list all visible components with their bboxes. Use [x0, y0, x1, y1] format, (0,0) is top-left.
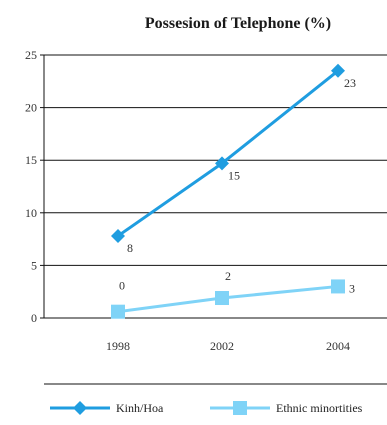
legend-label: Ethnic minortities [276, 401, 363, 415]
y-tick-label-0: 0 [31, 311, 37, 325]
y-tick-label-25: 25 [25, 48, 37, 62]
data-point-2002 [215, 291, 229, 306]
data-point-2004 [331, 279, 345, 294]
data-label-2004: 3 [349, 281, 355, 295]
y-axis-ticks: 0 5 10 15 20 25 [25, 48, 44, 325]
y-tick-label-5: 5 [31, 258, 37, 272]
data-point-2002 [215, 156, 229, 171]
data-label-2002: 15 [228, 168, 240, 182]
series-ethnic-minortities: 0 2 3 [111, 269, 355, 319]
x-tick-label-2004: 2004 [326, 339, 350, 353]
y-tick-label-15: 15 [25, 153, 37, 167]
data-point-1998 [111, 228, 125, 243]
data-label-1998: 8 [127, 241, 133, 255]
data-point-2004 [331, 63, 345, 78]
axes [43, 55, 387, 319]
data-label-2004: 23 [344, 76, 356, 90]
series-kinh-hoa: 8 15 23 [111, 63, 356, 255]
data-label-1998: 0 [119, 279, 125, 293]
x-tick-label-1998: 1998 [106, 339, 130, 353]
legend-item-1: Ethnic minortities [210, 401, 363, 415]
x-axis-ticks: 1998 2002 2004 [106, 339, 350, 353]
x-tick-label-2002: 2002 [210, 339, 234, 353]
grid-lines [44, 54, 387, 266]
y-tick-label-20: 20 [25, 101, 37, 115]
data-label-2002: 2 [225, 269, 231, 283]
legend: Kinh/Hoa Ethnic minortities [44, 383, 387, 415]
legend-item-0: Kinh/Hoa [50, 401, 164, 415]
chart-title: Possesion of Telephone (%) [145, 15, 331, 32]
legend-marker [233, 401, 247, 415]
legend-marker [73, 401, 87, 415]
data-point-1998 [111, 304, 125, 319]
series-line [117, 69, 339, 238]
y-tick-label-10: 10 [25, 206, 37, 220]
legend-label: Kinh/Hoa [116, 401, 164, 415]
